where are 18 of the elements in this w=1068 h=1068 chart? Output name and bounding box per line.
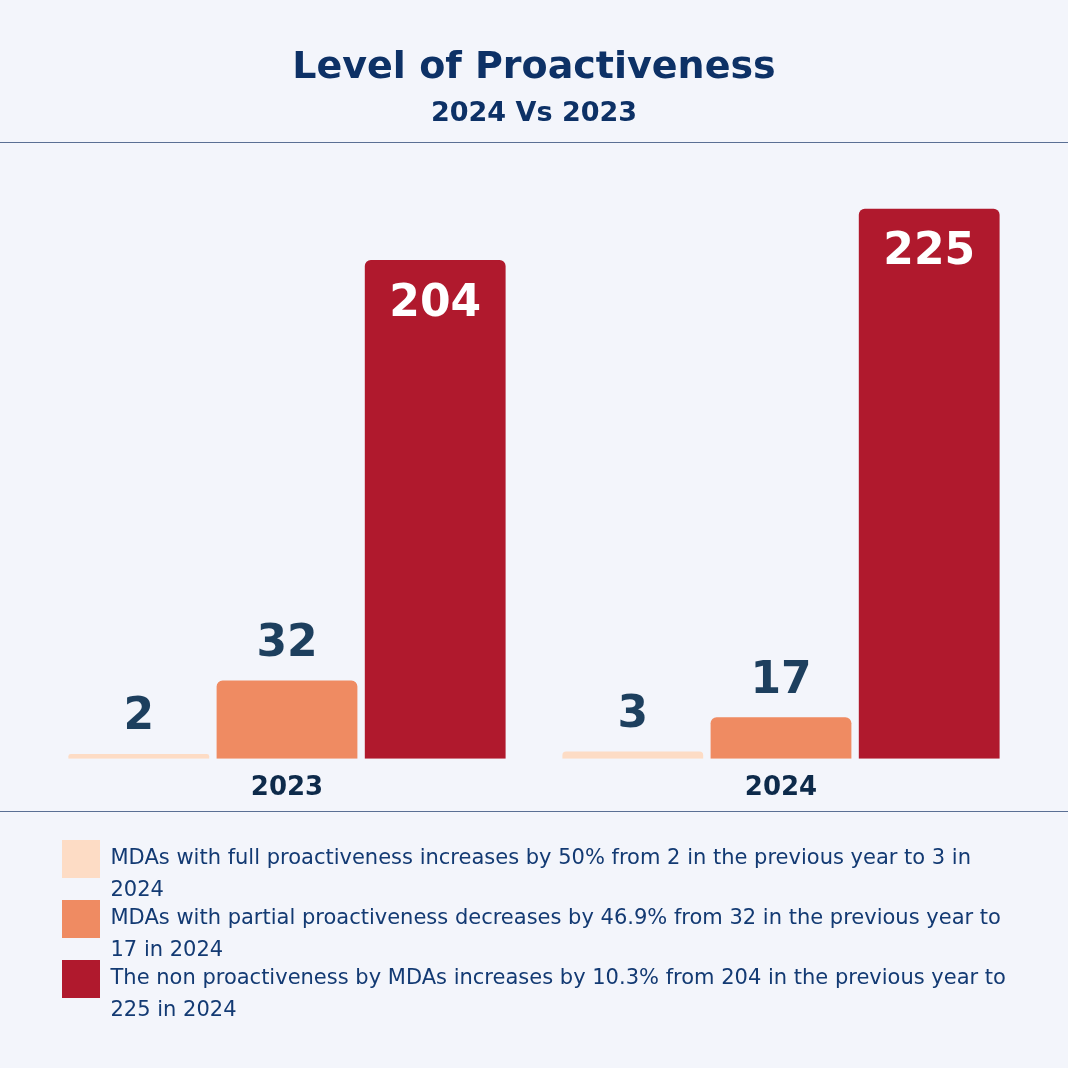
chart-title: Level of Proactiveness (291, 42, 777, 88)
bar (364, 260, 506, 759)
bar (562, 751, 704, 759)
chart-subtitle: 2024 Vs 2023 (429, 96, 639, 127)
bar (710, 717, 852, 759)
legend-label: The non proactiveness by MDAs increases by 10.3% from 204 in the previous year to 225 in 2024 (109, 965, 1006, 1021)
data-label: 225 (883, 223, 976, 275)
data-label: 2 (123, 688, 155, 740)
data-label: 17 (750, 651, 812, 703)
data-label: 204 (389, 274, 482, 326)
x-tick-label: 2024 (744, 771, 818, 802)
legend-label: MDAs with partial proactiveness decreases by 46.9% from 32 in the previous year to 17 in 2024 (110, 905, 1001, 961)
legend-label: MDAs with full proactiveness increases by 50% from 2 in the previous year to 3 in 2024 (110, 845, 972, 901)
bar (216, 680, 358, 759)
bar (858, 208, 1000, 759)
data-label: 3 (617, 685, 649, 737)
x-tick-label: 2023 (250, 771, 324, 802)
data-label: 32 (256, 615, 318, 667)
